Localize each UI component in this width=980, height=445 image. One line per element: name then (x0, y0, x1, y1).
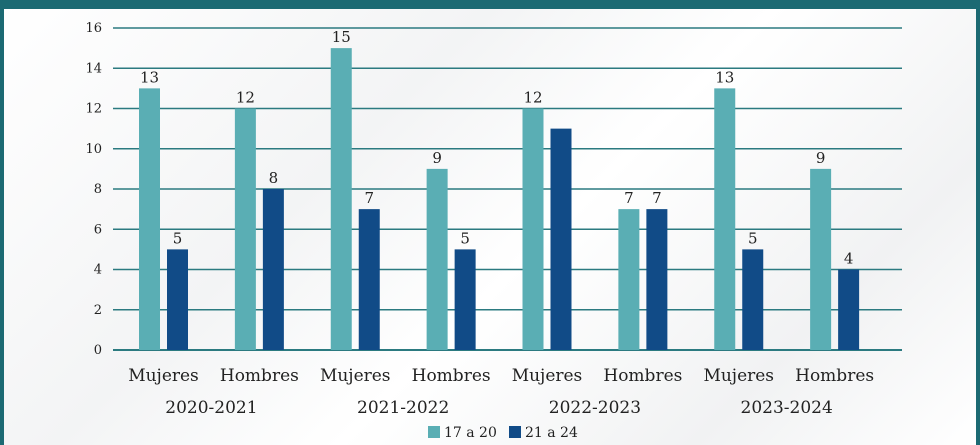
bar-21-24 (167, 249, 188, 350)
x-group-label: 2023-2024 (741, 398, 833, 418)
bar-21-24 (838, 269, 860, 350)
x-category-label: Hombres (795, 366, 874, 386)
data-label: 5 (460, 229, 470, 247)
x-group-label: 2021-2022 (357, 398, 449, 418)
x-group-label: 2022-2023 (549, 398, 641, 418)
gridlines (113, 27, 902, 351)
bar-17-20 (714, 88, 736, 350)
bar-21-24 (742, 249, 764, 350)
data-label: 7 (364, 189, 374, 207)
bar-17-20 (139, 88, 160, 350)
y-axis-ticks: 0 2 4 6 8 10 12 14 16 (85, 21, 102, 358)
x-category-label: Hombres (220, 366, 299, 386)
bar-17-20 (330, 48, 352, 350)
data-label: 5 (173, 229, 183, 247)
y-tick-label: 10 (85, 142, 102, 157)
x-axis-categories: Mujeres Hombres Mujeres Hombres Mujeres Hombr… (128, 366, 874, 386)
data-label: 13 (140, 68, 159, 86)
bar-21-24 (358, 209, 380, 350)
title-bar (0, 0, 980, 9)
bar-21-24 (262, 189, 284, 350)
x-category-label: Hombres (603, 366, 682, 386)
bars (139, 48, 860, 350)
bar-21-24 (550, 128, 572, 350)
x-axis-groups: 2020-2021 2021-2022 2022-2023 2023-2024 (165, 398, 833, 418)
bar-17-20 (618, 209, 640, 350)
y-tick-label: 4 (94, 263, 102, 278)
data-label: 4 (844, 250, 854, 268)
data-label: 7 (624, 189, 634, 207)
data-label: 12 (523, 89, 542, 107)
y-tick-label: 6 (94, 222, 102, 237)
x-category-label: Mujeres (128, 366, 199, 386)
bar-21-24 (646, 209, 668, 350)
data-label: 8 (269, 169, 279, 187)
data-label: 7 (652, 189, 662, 207)
x-group-label: 2020-2021 (165, 398, 257, 418)
data-label: 5 (748, 229, 758, 247)
legend: 17 a 20 21 a 24 (428, 425, 578, 441)
y-tick-label: 14 (85, 61, 102, 76)
y-tick-label: 12 (85, 102, 102, 117)
x-category-label: Hombres (412, 366, 491, 386)
y-tick-label: 0 (94, 343, 102, 358)
bar-17-20 (810, 168, 832, 350)
bar-17-20 (522, 108, 544, 350)
bar-17-20 (426, 168, 448, 350)
data-label: 15 (332, 28, 351, 46)
y-tick-label: 16 (85, 21, 102, 36)
bar-17-20 (234, 108, 256, 350)
data-label: 9 (816, 149, 826, 167)
legend-label-17-20: 17 a 20 (444, 425, 497, 441)
legend-swatch-21-24 (509, 426, 521, 438)
legend-label-21-24: 21 a 24 (525, 425, 578, 441)
y-tick-label: 8 (94, 182, 102, 197)
x-category-label: Mujeres (703, 366, 774, 386)
data-label: 9 (432, 149, 442, 167)
legend-swatch-17-20 (428, 426, 440, 438)
y-tick-label: 2 (94, 303, 102, 318)
data-label: 12 (236, 89, 255, 107)
x-category-label: Mujeres (512, 366, 583, 386)
x-category-label: Mujeres (320, 366, 391, 386)
bar-21-24 (454, 249, 476, 350)
data-label: 13 (715, 68, 734, 86)
